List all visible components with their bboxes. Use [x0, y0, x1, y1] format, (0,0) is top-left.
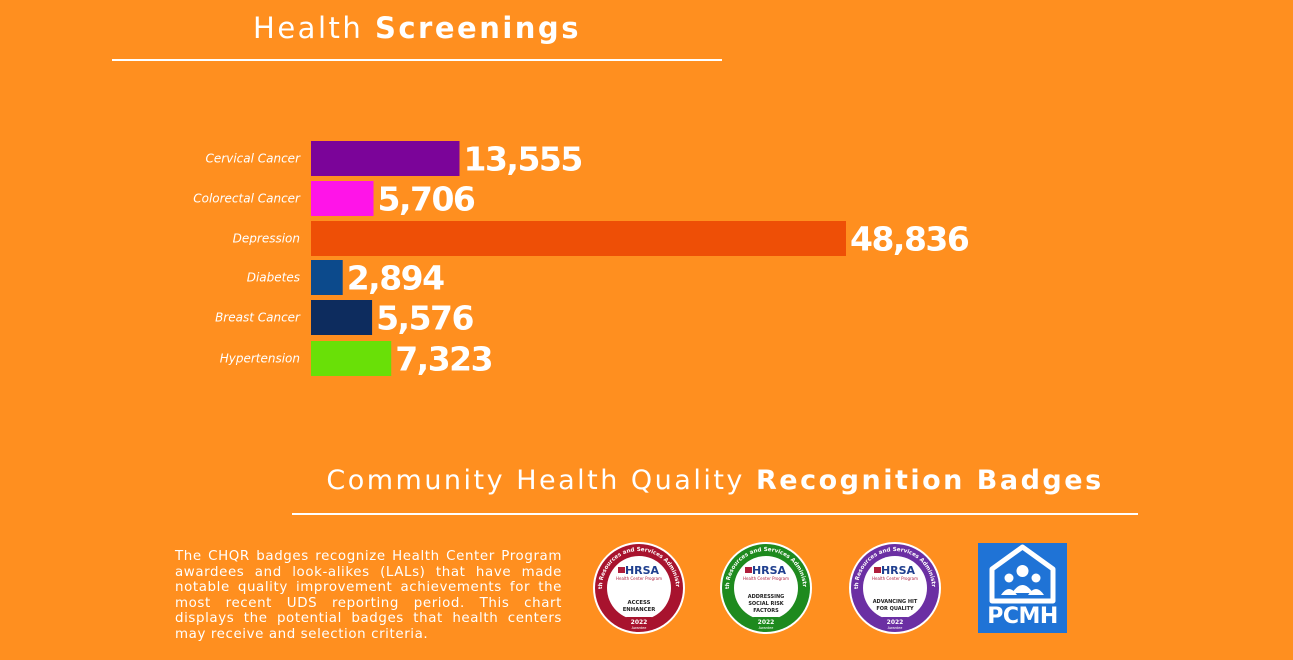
- pcmh-house-icon: [989, 544, 1056, 604]
- svg-text:Health Center Program: Health Center Program: [743, 576, 789, 581]
- svg-text:FOR QUALITY: FOR QUALITY: [876, 606, 914, 612]
- svg-text:FACTORS: FACTORS: [753, 608, 779, 614]
- screenings-title: Health Screenings: [253, 11, 581, 45]
- addressing-social-risk-factors-badge: Health Resources and Services Administra…: [719, 541, 812, 634]
- category-label: Breast Cancer: [215, 311, 301, 325]
- svg-text:2022: 2022: [887, 619, 904, 626]
- value-label: 13,555: [463, 140, 581, 179]
- value-label: 48,836: [850, 220, 969, 259]
- svg-text:Awardee: Awardee: [888, 626, 903, 630]
- svg-text:ADVANCING HIT: ADVANCING HIT: [873, 599, 918, 605]
- badges-title: Community Health Quality Recognition Bad…: [326, 465, 1104, 496]
- pcmh-label: PCMH: [987, 604, 1058, 629]
- svg-text:ENHANCER: ENHANCER: [623, 607, 656, 613]
- value-label: 2,894: [347, 259, 444, 298]
- pcmh-badge: PCMH: [978, 543, 1067, 633]
- category-label: Diabetes: [247, 271, 300, 285]
- access-enhancer-badge: Health Resources and Services Administra…: [592, 541, 685, 634]
- bar-breast-cancer: [311, 300, 373, 335]
- bar-diabetes: [311, 260, 343, 295]
- svg-text:ADDRESSING: ADDRESSING: [748, 594, 785, 600]
- value-label: 5,706: [378, 180, 475, 219]
- value-label: 5,576: [376, 299, 473, 338]
- category-label: Depression: [233, 232, 300, 246]
- svg-text:HRSA: HRSA: [625, 564, 660, 577]
- svg-text:Health Center Program: Health Center Program: [616, 576, 662, 581]
- svg-text:Health Center Program: Health Center Program: [872, 576, 918, 581]
- svg-text:Awardee: Awardee: [632, 626, 647, 630]
- screenings-bar-chart: Cervical Cancer 13,555 Colorectal Cancer 5,…: [193, 140, 970, 379]
- badges-description: The CHQR badges recognize Health Center …: [175, 549, 562, 642]
- category-label: Cervical Cancer: [206, 152, 302, 166]
- svg-text:2022: 2022: [758, 619, 775, 626]
- screenings-title-underline: [112, 59, 722, 61]
- badges-title-underline: [292, 513, 1138, 515]
- svg-text:HRSA: HRSA: [752, 564, 787, 577]
- svg-text:ACCESS: ACCESS: [628, 600, 651, 606]
- category-label: Colorectal Cancer: [193, 192, 301, 206]
- svg-text:SOCIAL RISK: SOCIAL RISK: [748, 601, 784, 607]
- bar-hypertension: [311, 341, 392, 376]
- svg-text:Awardee: Awardee: [759, 626, 774, 630]
- svg-text:HRSA: HRSA: [881, 564, 916, 577]
- value-label: 7,323: [395, 340, 492, 379]
- bar-colorectal-cancer: [311, 181, 374, 216]
- advancing-hit-for-quality-badge: Health Resources and Services Administra…: [848, 541, 941, 634]
- category-label: Hypertension: [220, 352, 300, 366]
- bar-cervical-cancer: [311, 141, 460, 176]
- bar-depression: [311, 221, 846, 256]
- svg-text:2022: 2022: [631, 619, 648, 626]
